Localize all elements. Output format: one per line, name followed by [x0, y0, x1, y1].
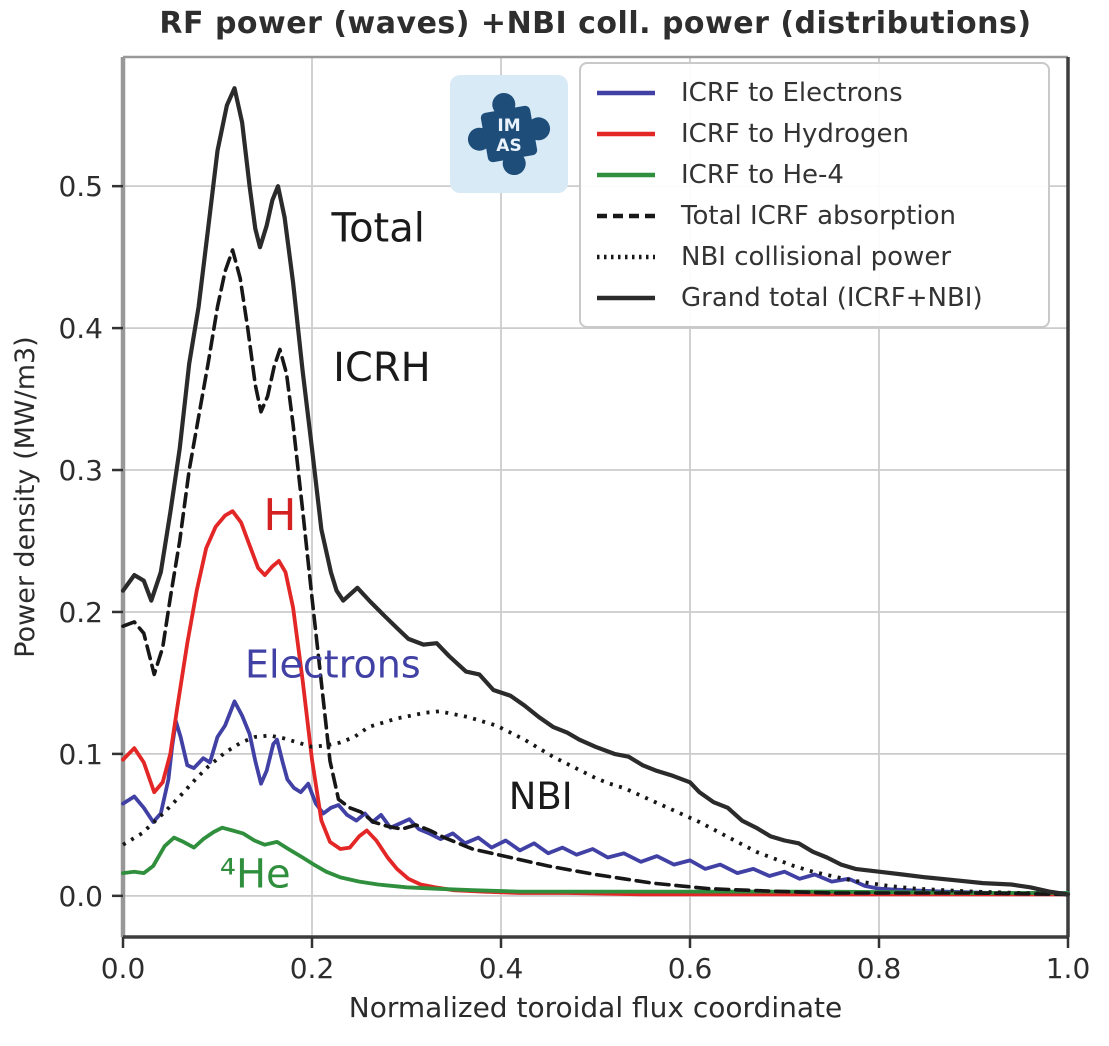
- legend-item-icrf_hydrogen: ICRF to Hydrogen: [595, 114, 1034, 154]
- y-tick-label: 0.0: [58, 880, 103, 913]
- annotation-nbi: NBI: [509, 775, 573, 818]
- legend-item-icrf_total: Total ICRF absorption: [595, 196, 1034, 236]
- series-grand_total-line: [120, 86, 1071, 897]
- y-tick-label: 0.1: [58, 738, 103, 771]
- series-icrf_electrons-line: [121, 699, 1070, 895]
- y-tick-label: 0.2: [58, 596, 103, 629]
- legend-item-icrf_electrons: ICRF to Electrons: [595, 73, 1034, 113]
- axes-spines: [120, 55, 1070, 939]
- legend-item-label: Total ICRF absorption: [681, 200, 956, 231]
- annotation-total: Total: [330, 206, 424, 252]
- annotation-electrons: Electrons: [245, 642, 421, 686]
- legend-swatch-dotted-line: [597, 254, 655, 259]
- curve-annotations: Total ICRH H Electrons NBI ⁴He: [220, 206, 573, 898]
- annotation-he4: ⁴He: [220, 852, 291, 898]
- x-tick-label: 0.4: [479, 952, 524, 985]
- series-nbi_collisional-line: [122, 709, 1069, 897]
- puzzle-piece-icon: IM AS: [467, 92, 551, 176]
- y-tick-label: 0.4: [58, 312, 103, 345]
- legend-item-label: NBI collisional power: [681, 241, 952, 272]
- legend-swatch-solid-line: [597, 295, 655, 300]
- data-series: [120, 86, 1071, 897]
- legend-item-label: ICRF to Electrons: [681, 77, 903, 108]
- series-icrf_he4-line: [121, 825, 1070, 895]
- legend: ICRF to Electrons ICRF to Hydrogen ICRF to…: [579, 62, 1050, 328]
- series-icrf_hydrogen-line: [121, 509, 1070, 897]
- annotation-hydrogen: H: [263, 490, 296, 541]
- legend-item-label: ICRF to He-4: [681, 159, 844, 190]
- x-tick-label: 0.8: [857, 952, 902, 985]
- imas-logo-text-line2: AS: [496, 136, 521, 156]
- imas-logo-text-line1: IM: [497, 116, 520, 136]
- legend-swatch-solid-line: [597, 172, 655, 177]
- series-icrf_total-line: [121, 248, 1070, 897]
- x-axis-label: Normalized toroidal flux coordinate: [348, 991, 843, 1024]
- imas-logo: IM AS: [450, 75, 568, 193]
- y-tick-label: 0.3: [58, 454, 103, 487]
- annotation-icrh: ICRH: [333, 345, 431, 391]
- y-tick-label: 0.5: [58, 170, 103, 203]
- x-tick-label: 0.6: [668, 952, 713, 985]
- x-tick-label: 1.0: [1046, 952, 1091, 985]
- x-tick-label: 0.0: [101, 952, 146, 985]
- legend-item-label: Grand total (ICRF+NBI): [681, 282, 983, 313]
- legend-item-icrf_he4: ICRF to He-4: [595, 155, 1034, 195]
- x-tick-label: 0.2: [290, 952, 335, 985]
- axis-ticks: 0.0 0.2 0.4 0.6 0.8 1.0 0.0 0.1 0.2 0.3 0.4 0.5: [58, 170, 1090, 985]
- legend-item-label: ICRF to Hydrogen: [681, 118, 909, 149]
- chart-title: RF power (waves) +NBI coll. power (distr…: [159, 6, 1032, 41]
- legend-swatch-solid-line: [597, 90, 655, 95]
- legend-swatch-dashed-line: [597, 213, 655, 218]
- legend-item-nbi_collisional: NBI collisional power: [595, 237, 1034, 277]
- legend-item-grand_total: Grand total (ICRF+NBI): [595, 278, 1034, 318]
- legend-swatch-solid-line: [597, 131, 655, 136]
